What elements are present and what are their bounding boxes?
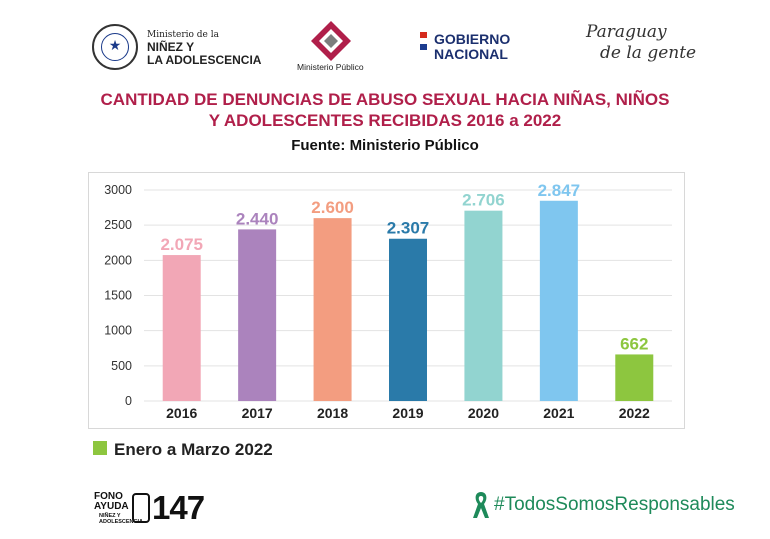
y-tick-label: 2500 bbox=[104, 218, 132, 232]
bar-2019 bbox=[389, 238, 427, 401]
paraguay-de-la-gente-logo: Paraguay de la gente bbox=[586, 22, 697, 63]
x-tick-label: 2018 bbox=[317, 405, 348, 421]
chart-subtitle: Fuente: Ministerio Público bbox=[291, 137, 479, 154]
y-tick-label: 3000 bbox=[104, 183, 132, 197]
ministry-name: NIÑEZ Y LA ADOLESCENCIA bbox=[147, 40, 262, 67]
x-tick-label: 2017 bbox=[242, 405, 273, 421]
ministerio-publico-logo bbox=[311, 21, 351, 61]
data-label-2020: 2.706 bbox=[462, 191, 505, 210]
gobierno-nacional-logo: GOBIERNO NACIONAL bbox=[434, 31, 511, 62]
bar-2016 bbox=[162, 255, 201, 401]
x-tick-label: 2022 bbox=[619, 405, 650, 421]
x-tick-label: 2016 bbox=[166, 405, 197, 421]
helpline-number: 147 bbox=[152, 489, 205, 526]
bar-2020 bbox=[464, 210, 503, 401]
flag-icon bbox=[420, 32, 427, 50]
legend-label: Enero a Marzo 2022 bbox=[114, 440, 273, 459]
x-tick-label: 2021 bbox=[543, 405, 574, 421]
data-label-2017: 2.440 bbox=[236, 209, 279, 228]
fono-ayuda-sub: NIÑEZ Y ADOLESCENCIA bbox=[99, 513, 144, 525]
ministerio-publico-label: Ministerio Público bbox=[297, 62, 364, 72]
x-tick-label: 2020 bbox=[468, 405, 499, 421]
paraguay-seal-logo: ★ bbox=[92, 24, 138, 70]
bar-chart: 0 500 1000 1500 2000 2500 3000 2.075 2016 2.440 20… bbox=[104, 181, 672, 421]
data-label-2016: 2.075 bbox=[160, 235, 203, 254]
data-label-2019: 2.307 bbox=[387, 219, 430, 238]
data-label-2021: 2.847 bbox=[538, 181, 581, 200]
chart-title-line1: CANTIDAD DE DENUNCIAS DE ABUSO SEXUAL HA… bbox=[100, 90, 670, 109]
bar-2017 bbox=[238, 229, 277, 401]
bar-2018 bbox=[313, 218, 352, 401]
y-tick-label: 1500 bbox=[104, 289, 132, 303]
bar-2021 bbox=[539, 200, 578, 401]
bar-2022 bbox=[615, 354, 654, 401]
fono-ayuda-label: FONO AYUDA bbox=[94, 491, 129, 512]
y-tick-label: 500 bbox=[111, 359, 132, 373]
data-label-2018: 2.600 bbox=[311, 198, 354, 217]
hashtag: #TodosSomosResponsables bbox=[494, 494, 735, 515]
star-icon: ★ bbox=[108, 38, 122, 54]
y-tick-label: 1000 bbox=[104, 324, 132, 338]
chart-title-line2: Y ADOLESCENTES RECIBIDAS 2016 a 2022 bbox=[208, 111, 562, 130]
data-label-2022: 662 bbox=[620, 334, 648, 353]
legend-swatch bbox=[93, 441, 107, 455]
x-tick-label: 2019 bbox=[392, 405, 423, 421]
ministry-name-small: Ministerio de la bbox=[147, 30, 219, 40]
y-tick-label: 2000 bbox=[104, 253, 132, 267]
y-tick-label: 0 bbox=[125, 394, 132, 408]
phone-icon bbox=[132, 493, 150, 523]
awareness-ribbon-icon bbox=[473, 492, 489, 518]
